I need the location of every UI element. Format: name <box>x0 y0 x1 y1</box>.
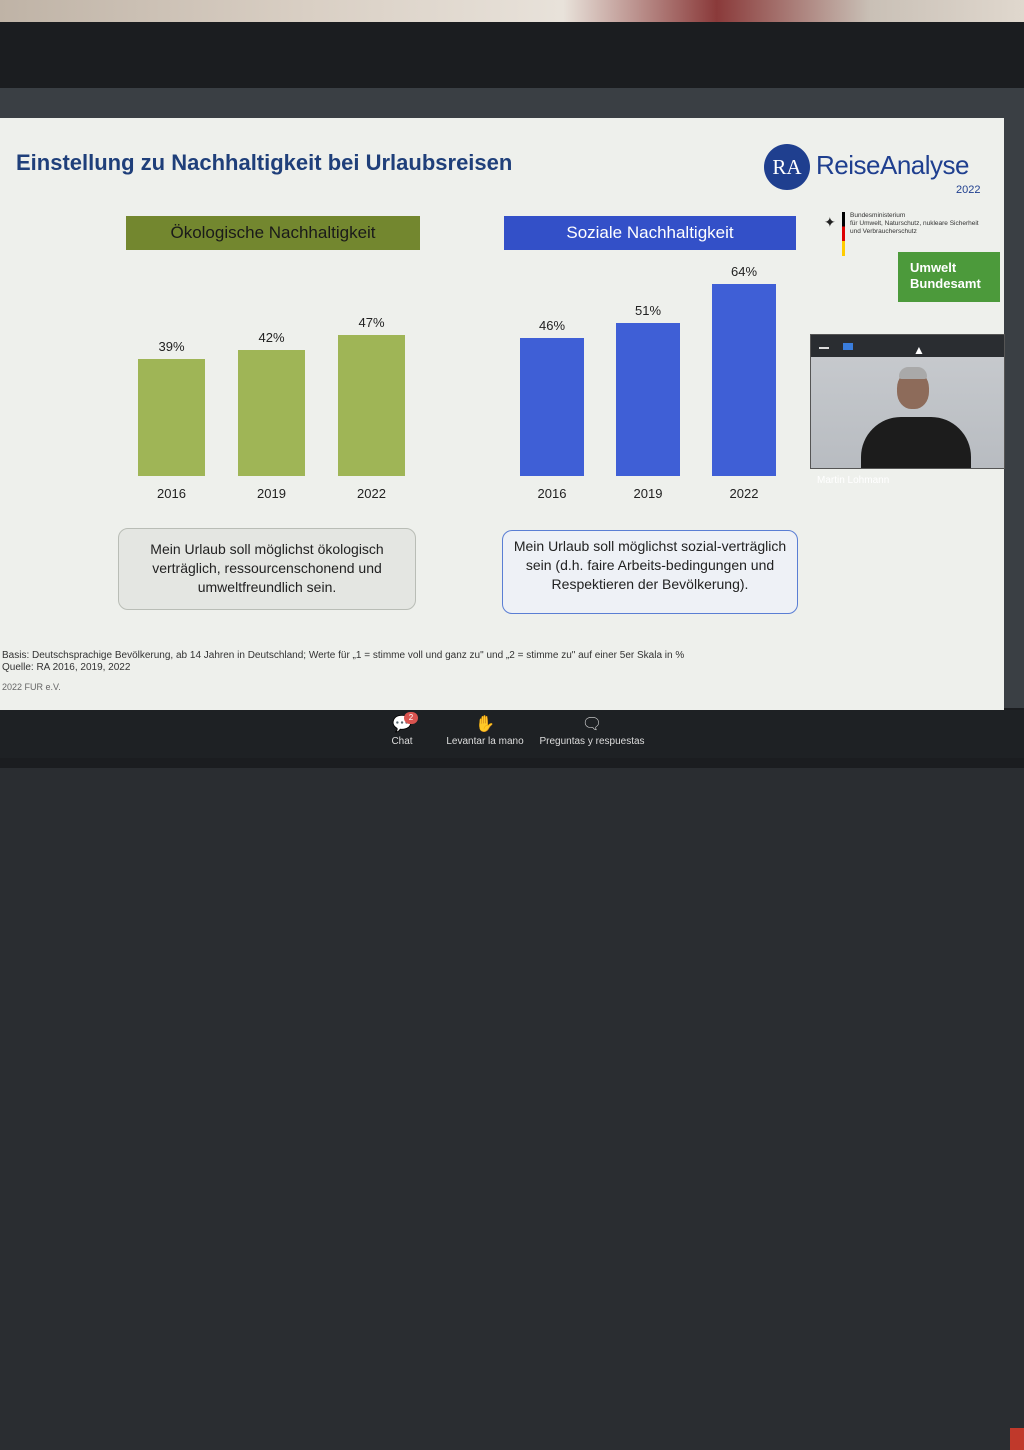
ministry-logo: ✦ Bundesministerium für Umwelt, Natursch… <box>824 212 1004 256</box>
value-label-soz-2022: 64% <box>731 264 757 279</box>
chat-badge: 2 <box>404 712 418 724</box>
minimize-icon[interactable] <box>819 347 829 349</box>
qa-label: Preguntas y respuestas <box>539 736 645 747</box>
uba-line: Umwelt <box>910 260 957 275</box>
footnote: Basis: Deutschsprachige Bevölkerung, ab … <box>2 650 684 674</box>
presenter-body <box>861 417 971 468</box>
raise-hand-label: Levantar la mano <box>446 736 524 747</box>
hand-icon: ✋ <box>475 716 495 733</box>
chat-label: Chat <box>391 736 413 747</box>
reiseanalyse-logo: RA ReiseAnalyse 2022 <box>764 142 990 204</box>
meeting-toolbar: 💬 2 Chat ✋ Levantar la mano 🗨 Preguntas … <box>0 710 1024 1450</box>
value-label-soz-2016: 46% <box>539 318 565 333</box>
eagle-icon: ✦ <box>824 214 836 230</box>
bar-soz-2019 <box>616 323 680 476</box>
video-tile-bar: ▲ <box>811 335 1004 357</box>
year-label-soz-2022: 2022 <box>730 486 759 501</box>
value-label-oeko-2019: 42% <box>258 330 284 345</box>
participant-name: Martin Lohmann <box>817 475 890 486</box>
qa-button[interactable]: 🗨 Preguntas y respuestas <box>534 714 650 747</box>
maximize-icon[interactable] <box>843 343 853 350</box>
header-sozial: Soziale Nachhaltigkeit <box>504 216 796 250</box>
year-label-oeko-2022: 2022 <box>357 486 386 501</box>
footnote-source: Quelle: RA 2016, 2019, 2022 <box>2 662 131 673</box>
ra-logo-name: ReiseAnalyse <box>816 150 969 180</box>
umweltbundesamt-logo: Umwelt Bundesamt <box>898 252 1000 302</box>
value-label-oeko-2016: 39% <box>158 339 184 354</box>
value-label-oeko-2022: 47% <box>358 315 384 330</box>
bar-oeko-2022 <box>338 335 405 476</box>
german-flag-stripe <box>842 212 845 256</box>
bar-charts: 39% 2016 42% 2019 47% 2022 46% 2016 51% 2019 64% 20… <box>138 264 776 501</box>
mouse-cursor-icon: ▲ <box>913 343 925 357</box>
raise-hand-button[interactable]: ✋ Levantar la mano <box>440 714 530 747</box>
ministry-line: für Umwelt, Naturschutz, nukleare Sicher… <box>850 220 979 227</box>
ra-logo-mark: RA <box>764 144 810 190</box>
video-feed: Martin Lohmann <box>811 357 1004 486</box>
year-label-oeko-2019: 2019 <box>257 486 286 501</box>
year-label-soz-2019: 2019 <box>634 486 663 501</box>
value-label-soz-2019: 51% <box>635 303 661 318</box>
bar-oeko-2016 <box>138 359 205 476</box>
video-tile[interactable]: ▲ Martin Lohmann <box>810 334 1005 486</box>
qa-bubbles-icon: 🗨 <box>581 716 603 733</box>
footnote-basis: Basis: Deutschsprachige Bevölkerung, ab … <box>2 650 685 661</box>
ra-logo-year: 2022 <box>956 184 981 196</box>
leave-button[interactable] <box>1010 1428 1024 1450</box>
presenter-hair <box>899 367 927 379</box>
header-oeko: Ökologische Nachhaltigkeit <box>126 216 420 250</box>
year-label-oeko-2016: 2016 <box>157 486 186 501</box>
bar-soz-2016 <box>520 338 584 476</box>
ministry-line: und Verbraucherschutz <box>850 228 917 235</box>
callout-sozial: Mein Urlaub soll möglichst sozial-verträ… <box>502 530 798 614</box>
chat-button[interactable]: 💬 2 Chat <box>384 712 420 747</box>
uba-line: Bundesamt <box>910 276 981 291</box>
bar-oeko-2019 <box>238 350 305 476</box>
room-background <box>0 0 1024 24</box>
bar-soz-2022 <box>712 284 776 476</box>
ministry-line: Bundesministerium <box>850 212 906 219</box>
year-label-soz-2016: 2016 <box>538 486 567 501</box>
slide-title: Einstellung zu Nachhaltigkeit bei Urlaub… <box>16 150 513 175</box>
copyright: 2022 FUR e.V. <box>2 682 61 692</box>
callout-oeko: Mein Urlaub soll möglichst ökologisch ve… <box>118 528 416 610</box>
